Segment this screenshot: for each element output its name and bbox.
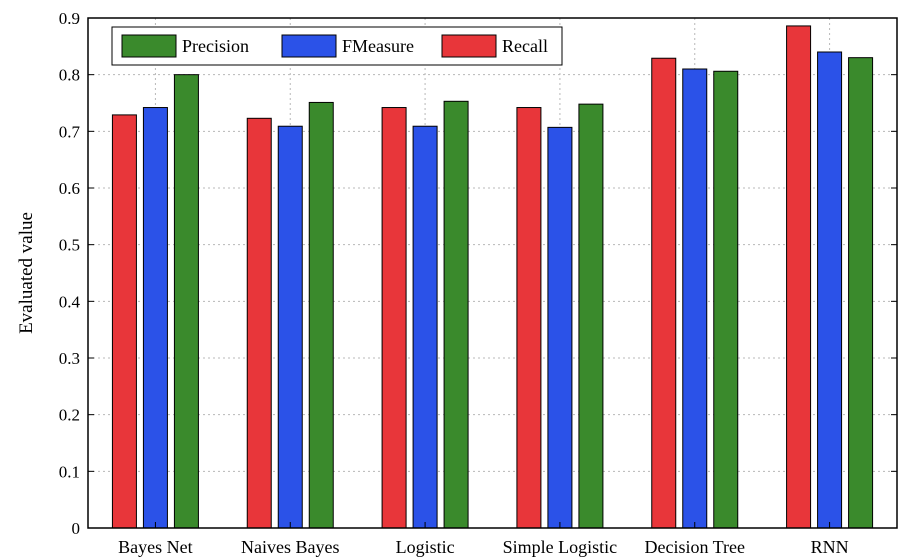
y-tick-label: 0.2 xyxy=(59,406,80,425)
y-tick-label: 0.3 xyxy=(59,349,80,368)
x-tick-label: Naives Bayes xyxy=(241,537,339,557)
bar-precision xyxy=(848,57,874,529)
y-tick-label: 0.7 xyxy=(59,122,81,141)
bar-recall xyxy=(516,107,542,529)
x-tick-label: Decision Tree xyxy=(645,537,746,557)
bar-recall xyxy=(111,114,137,529)
bar-fmeasure xyxy=(412,125,438,529)
y-tick-label: 0.6 xyxy=(59,179,80,198)
bar-recall xyxy=(786,25,812,529)
bar-precision xyxy=(443,100,469,529)
x-tick-label: Logistic xyxy=(396,537,455,557)
y-axis-label: Evaluated value xyxy=(16,212,37,334)
x-axis-ticks: Bayes Net Naives Bayes Logistic Simple Logi… xyxy=(118,522,849,557)
bar-precision xyxy=(578,103,604,529)
grid-lines xyxy=(88,18,897,528)
bar-precision xyxy=(713,70,739,529)
x-tick-label: Bayes Net xyxy=(118,537,192,557)
x-tick-label: RNN xyxy=(811,537,849,557)
legend-swatch xyxy=(441,34,497,58)
bars xyxy=(111,25,874,529)
legend: Precision FMeasure Recall xyxy=(111,26,563,66)
legend-label: Recall xyxy=(502,36,548,56)
legend-label: FMeasure xyxy=(342,36,414,56)
bar-fmeasure xyxy=(682,68,708,529)
bar-fmeasure xyxy=(547,126,573,529)
y-tick-label: 0.4 xyxy=(59,292,81,311)
bar-recall xyxy=(651,57,677,529)
legend-swatch xyxy=(121,34,177,58)
bar-precision xyxy=(308,101,334,529)
y-tick-label: 0.1 xyxy=(59,462,80,481)
y-tick-label: 0.5 xyxy=(59,236,80,255)
bar-fmeasure xyxy=(817,51,843,529)
y-tick-label: 0.8 xyxy=(59,66,80,85)
y-tick-label: 0 xyxy=(72,519,81,538)
bar-precision xyxy=(173,74,199,529)
legend-swatch xyxy=(281,34,337,58)
bar-fmeasure xyxy=(142,107,168,529)
x-tick-label: Simple Logistic xyxy=(503,537,618,557)
y-tick-label: 0.9 xyxy=(59,9,80,28)
legend-label: Precision xyxy=(182,36,249,56)
bar-recall xyxy=(381,107,407,529)
plot-area-frame xyxy=(87,17,898,529)
bar-recall xyxy=(246,117,272,529)
y-axis-ticks: 0 0.1 0.2 0.3 0.4 0.5 0.6 0.7 0.8 0.9 xyxy=(59,9,897,538)
bar-fmeasure xyxy=(277,125,303,529)
